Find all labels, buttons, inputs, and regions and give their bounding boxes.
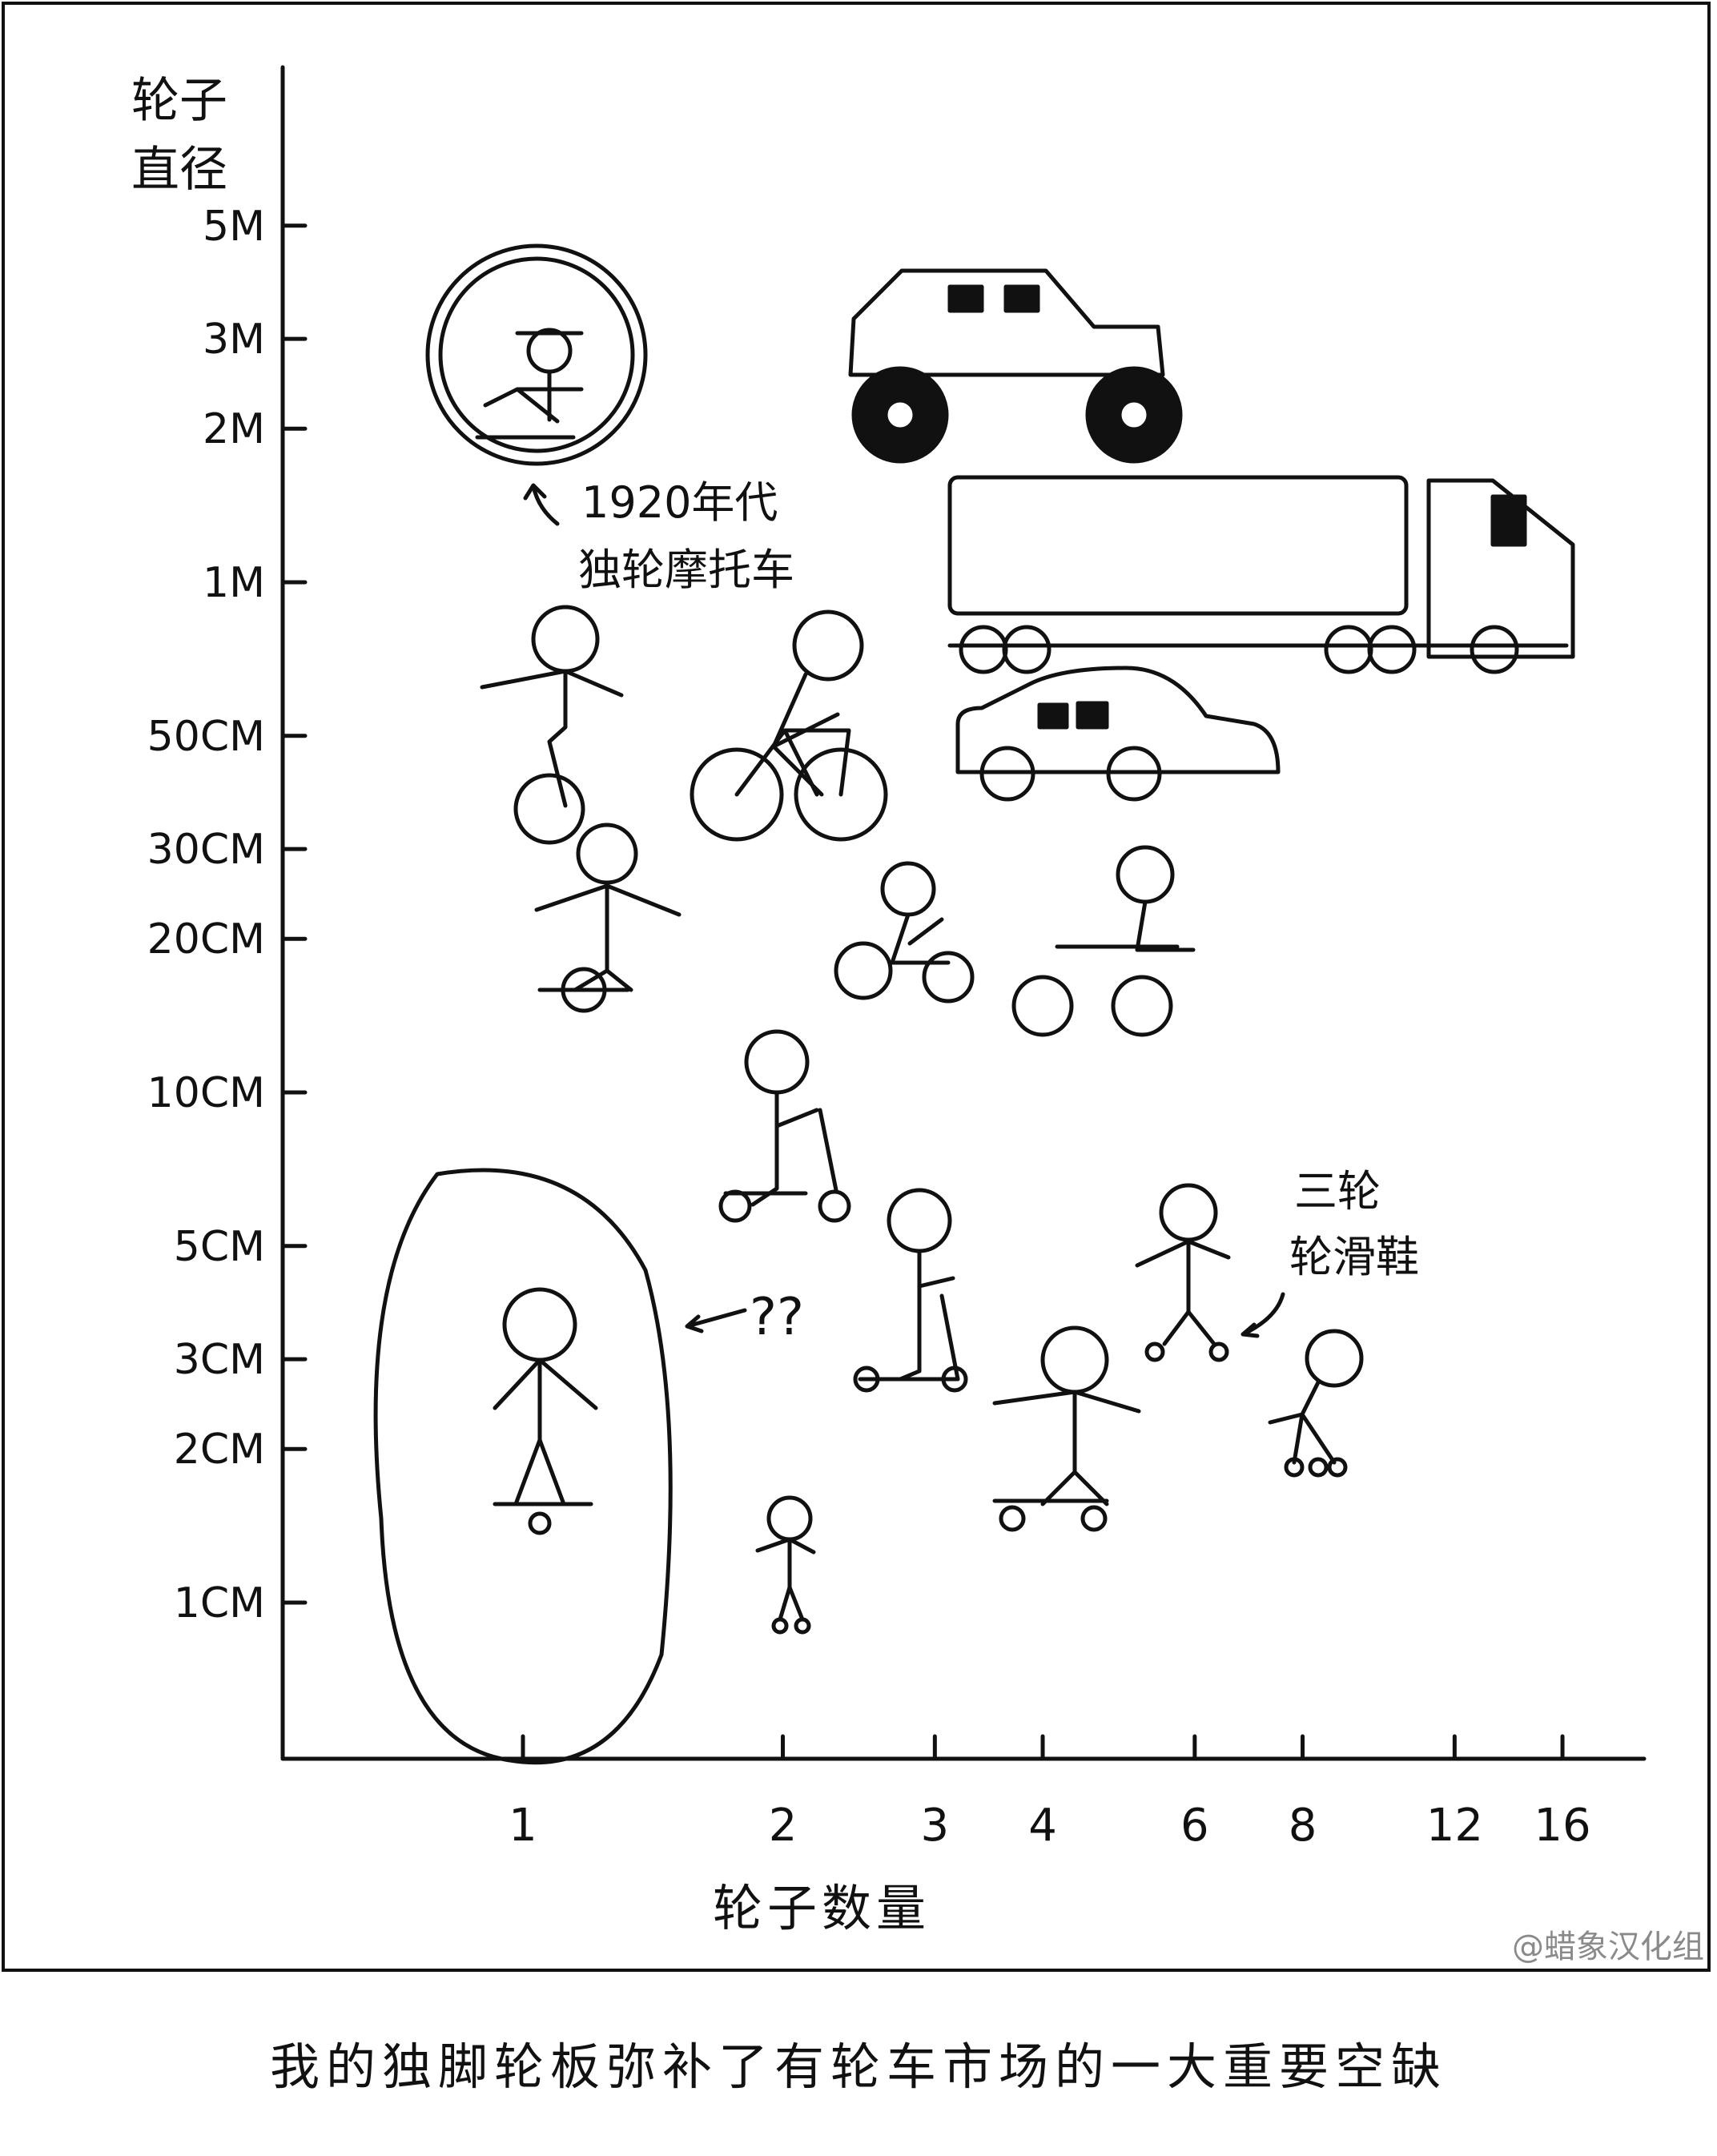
x-tick-label: 4 [1028,1800,1057,1852]
x-tick-label: 8 [1289,1800,1317,1852]
x-tick-label: 12 [1426,1800,1483,1852]
unicycle-rider [480,605,624,845]
monster-truck-drawing [848,268,1183,464]
y-axis-title: 轮子 直径 [131,73,227,198]
bicycle-rider [690,609,888,842]
y-tick-label: 5M [203,203,265,251]
y-tick-label: 50CM [147,713,265,761]
x-tick-marks [521,1734,1565,1761]
atv-rider [1011,845,1196,1037]
monowheel-label-line1: 1920年代 [581,477,778,528]
skateboard-rider [992,1325,1141,1532]
monowheel-drawing [425,243,648,466]
onewheel-rider [534,823,682,1013]
wheel-chart: 轮子 直径 轮子数量 1CM2CM3CM5CM10CM20CM30CM50CM1… [131,65,1647,1937]
y-tick-label: 3M [203,316,265,364]
x-tick-label: 16 [1534,1800,1590,1852]
y-tick-labels: 1CM 2CM 3CM 5CM 10CM 20CM 30CM 50CM 1M 2M 3M 5M [147,203,265,1627]
y-tick-label: 1CM [174,1579,265,1627]
y-tick-label: 10CM [147,1069,265,1117]
watermark: @蜡象汉化组 [1512,1929,1704,1965]
y-tick-label: 2CM [174,1426,265,1474]
x-axis-title: 轮子数量 [713,1879,931,1937]
gap-question-marks: ?? [750,1288,804,1347]
x-tick-label: 6 [1180,1800,1209,1852]
kick-scooter-rider [718,1029,851,1223]
single-wheel-board-rider [373,1168,673,1765]
y-tick-label: 2M [203,405,265,453]
y-axis-title-line1: 轮子 [131,73,227,129]
heelys-kid [755,1495,816,1635]
three-wheel-skater [1135,1183,1231,1362]
skates-label-line1: 三轮 [1294,1166,1381,1217]
skates-arrow [1241,1292,1285,1338]
y-tick-marks [280,223,308,1605]
three-wheel-scooter-rider [853,1188,968,1393]
comic-frame: 轮子 直径 轮子数量 1CM 2CM 3CM 5CM 10CM 20CM 30CM 50CM 1… [2,2,1711,1972]
y-tick-label: 5CM [174,1223,265,1271]
semi-truck-drawing [947,475,1575,674]
x-tick-label: 1 [509,1800,537,1852]
tricycle-rider [834,861,975,1004]
y-tick-label: 30CM [147,826,265,874]
y-tick-label: 1M [203,559,265,607]
inline-skater [1268,1329,1364,1478]
monowheel-label-line2: 独轮摩托车 [578,545,794,595]
car-drawing [955,666,1281,802]
y-tick-label: 3CM [174,1336,265,1384]
y-tick-label: 20CM [147,915,265,963]
x-tick-label: 2 [769,1800,798,1852]
monowheel-arrow [523,483,560,526]
comic-caption: 我的独脚轮板弥补了有轮车市场的一大重要空缺 [269,2037,1447,2096]
skates-label-line2: 轮滑鞋 [1289,1232,1419,1282]
gap-arrow [685,1308,747,1333]
x-tick-labels: 1 2 3 4 6 8 12 16 [509,1800,1590,1852]
y-axis-title-line2: 直径 [131,142,227,198]
x-tick-label: 3 [921,1800,950,1852]
